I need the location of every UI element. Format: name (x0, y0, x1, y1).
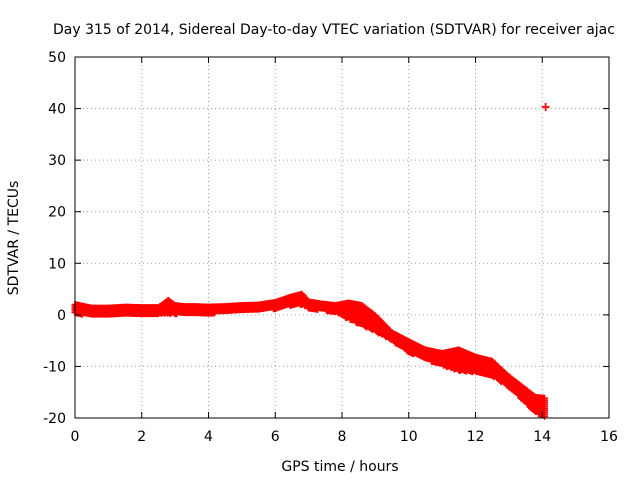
x-tick-label: 10 (400, 429, 418, 445)
grid-lines (75, 57, 609, 418)
x-tick-label: 4 (204, 429, 213, 445)
x-tick-label: 6 (271, 429, 280, 445)
y-tick-label: -20 (43, 411, 66, 427)
y-axis-label: SDTVAR / TECUs (6, 181, 22, 296)
sdtvar-band (71, 290, 549, 420)
x-tick-label: 14 (533, 429, 551, 445)
x-tick-label: 16 (600, 429, 618, 445)
x-tick-label: 12 (467, 429, 485, 445)
x-axis-label: GPS time / hours (281, 459, 398, 475)
axis-ticks: 0 2 4 6 8 10 12 14 16 -20 -10 0 10 20 30 40 50 (43, 50, 618, 445)
x-tick-label: 8 (338, 429, 347, 445)
x-tick-label: 2 (137, 429, 146, 445)
chart-title: Day 315 of 2014, Sidereal Day-to-day VTE… (53, 22, 615, 38)
y-tick-label: 20 (48, 205, 66, 221)
y-tick-label: 50 (48, 50, 66, 66)
series-layer (71, 103, 550, 420)
y-tick-label: 40 (48, 102, 66, 118)
x-tick-label: 0 (71, 429, 80, 445)
sdtvar-outlier-point (541, 103, 550, 112)
y-tick-label: 10 (48, 256, 66, 272)
y-tick-label: 0 (57, 308, 66, 324)
y-tick-label: -10 (43, 359, 66, 375)
y-tick-label: 30 (48, 153, 66, 169)
